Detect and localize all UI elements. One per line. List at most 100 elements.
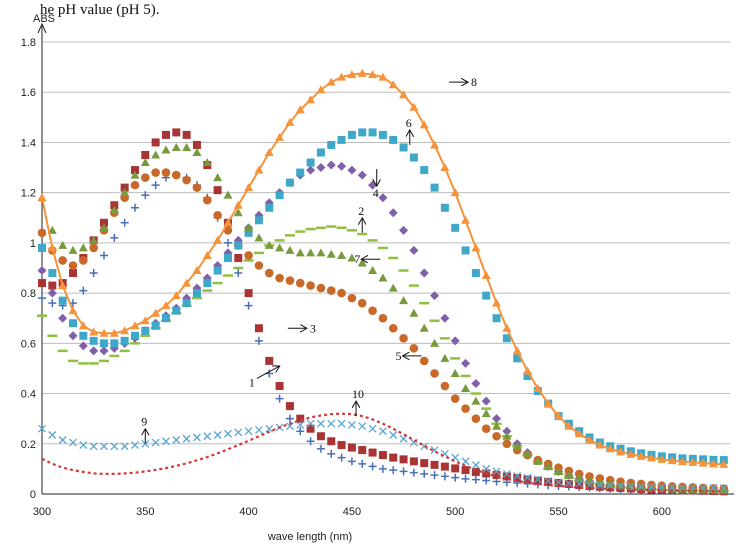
series-6-point [358, 128, 367, 137]
annotation-10: 10 [352, 387, 364, 417]
series-9-point [203, 432, 212, 441]
series-6-point [378, 130, 387, 139]
series-3-point [389, 453, 398, 462]
series-3-point [316, 432, 325, 441]
series-6-point [471, 269, 480, 278]
series-6-point [502, 334, 511, 343]
series-8-point [182, 278, 192, 287]
series-8-point [471, 243, 481, 252]
series-8-point [481, 271, 491, 280]
series-8-point [326, 77, 336, 86]
series-8-point [595, 440, 605, 449]
series-9-point [89, 442, 98, 451]
series-6-point [461, 246, 470, 255]
series-7-point [440, 353, 450, 362]
series-9-point [100, 442, 108, 451]
series-9-point [48, 431, 57, 439]
series-3-point [523, 475, 532, 484]
series-1-point [306, 437, 315, 446]
series-5-point [471, 414, 481, 423]
series-3-point [347, 443, 356, 452]
series-6-point [523, 371, 532, 380]
series-7-point [109, 205, 119, 214]
series-5-point [285, 276, 295, 285]
series-9-point [265, 424, 274, 433]
series-8-point [440, 163, 450, 172]
series-8-point [636, 451, 646, 460]
series-8-point [564, 421, 574, 430]
series-8-point [512, 346, 522, 355]
series-8-point [192, 266, 202, 275]
series-8-point [233, 200, 243, 209]
series-8-point [543, 399, 553, 408]
series-7-point [285, 245, 295, 254]
series-5-point [378, 313, 388, 323]
series-7-point [399, 296, 409, 305]
annotation-2: 2 [358, 204, 364, 233]
axes: 0 0.2 0.4 0.6 0.8 1 1.2 1.4 1.6 1.8 300 350 400 450 50… [21, 22, 734, 518]
series-7-point [254, 233, 264, 242]
series-3-point [533, 476, 542, 485]
series-1-point [48, 299, 57, 308]
grid [42, 41, 730, 445]
series-8-point [502, 323, 512, 332]
series-8-point [378, 72, 388, 81]
y-tick-label: 1 [30, 238, 36, 250]
annotation-9: 9 [141, 415, 147, 444]
series-7-point [192, 147, 202, 156]
y-tick-label: 1.6 [21, 87, 36, 99]
series-3-point [68, 269, 77, 278]
series-3-point [120, 183, 129, 192]
series-5-point [368, 306, 377, 315]
series-7-point [419, 323, 429, 332]
series-8-point [357, 68, 367, 77]
series-4-point [450, 336, 460, 346]
series-6-point [430, 183, 439, 192]
series-8-point [275, 132, 285, 141]
series-1-point [440, 472, 449, 481]
series-8-point [47, 243, 57, 252]
series-7-point [316, 248, 326, 257]
series-6-point [399, 143, 408, 152]
series-5-point [492, 431, 501, 441]
y-tick-label: 1.2 [21, 188, 36, 200]
series-1-point [316, 444, 325, 453]
series-4-point [37, 266, 47, 276]
series-7-point [461, 384, 471, 393]
annotation-label: 1 [249, 375, 255, 389]
annotation-label: 9 [141, 415, 147, 429]
y-tick-label: 0.6 [21, 338, 36, 350]
series-3-point [306, 424, 315, 433]
series-group [37, 68, 729, 496]
series-5-point [37, 228, 47, 238]
series-6-point [89, 336, 98, 345]
series-4-point [47, 288, 57, 298]
series-8-point [99, 328, 109, 337]
series-3-point [399, 455, 408, 464]
series-3-point [420, 459, 429, 468]
series-7-point [481, 409, 491, 418]
series-6-point [296, 168, 305, 177]
series-3-point [182, 130, 191, 139]
series-1-point [368, 462, 377, 471]
series-1-point [244, 301, 253, 310]
series-5-point [171, 170, 181, 180]
series-8-point [109, 328, 119, 337]
series-3-point [502, 472, 511, 481]
series-6-point [389, 135, 398, 144]
series-7-point [564, 470, 574, 479]
series-8-point [316, 85, 326, 94]
series-5-point [130, 180, 140, 190]
series-3 [38, 128, 728, 496]
series-1-point [430, 471, 439, 480]
series-7-point [326, 249, 336, 258]
series-8-point [574, 429, 584, 438]
series-6-point [79, 331, 88, 340]
series-1-point [79, 286, 88, 295]
series-8-point [151, 308, 161, 317]
series-5-point [213, 210, 222, 220]
series-8-point [677, 457, 687, 466]
series-3-point [285, 402, 294, 411]
series-7-point [264, 240, 274, 249]
